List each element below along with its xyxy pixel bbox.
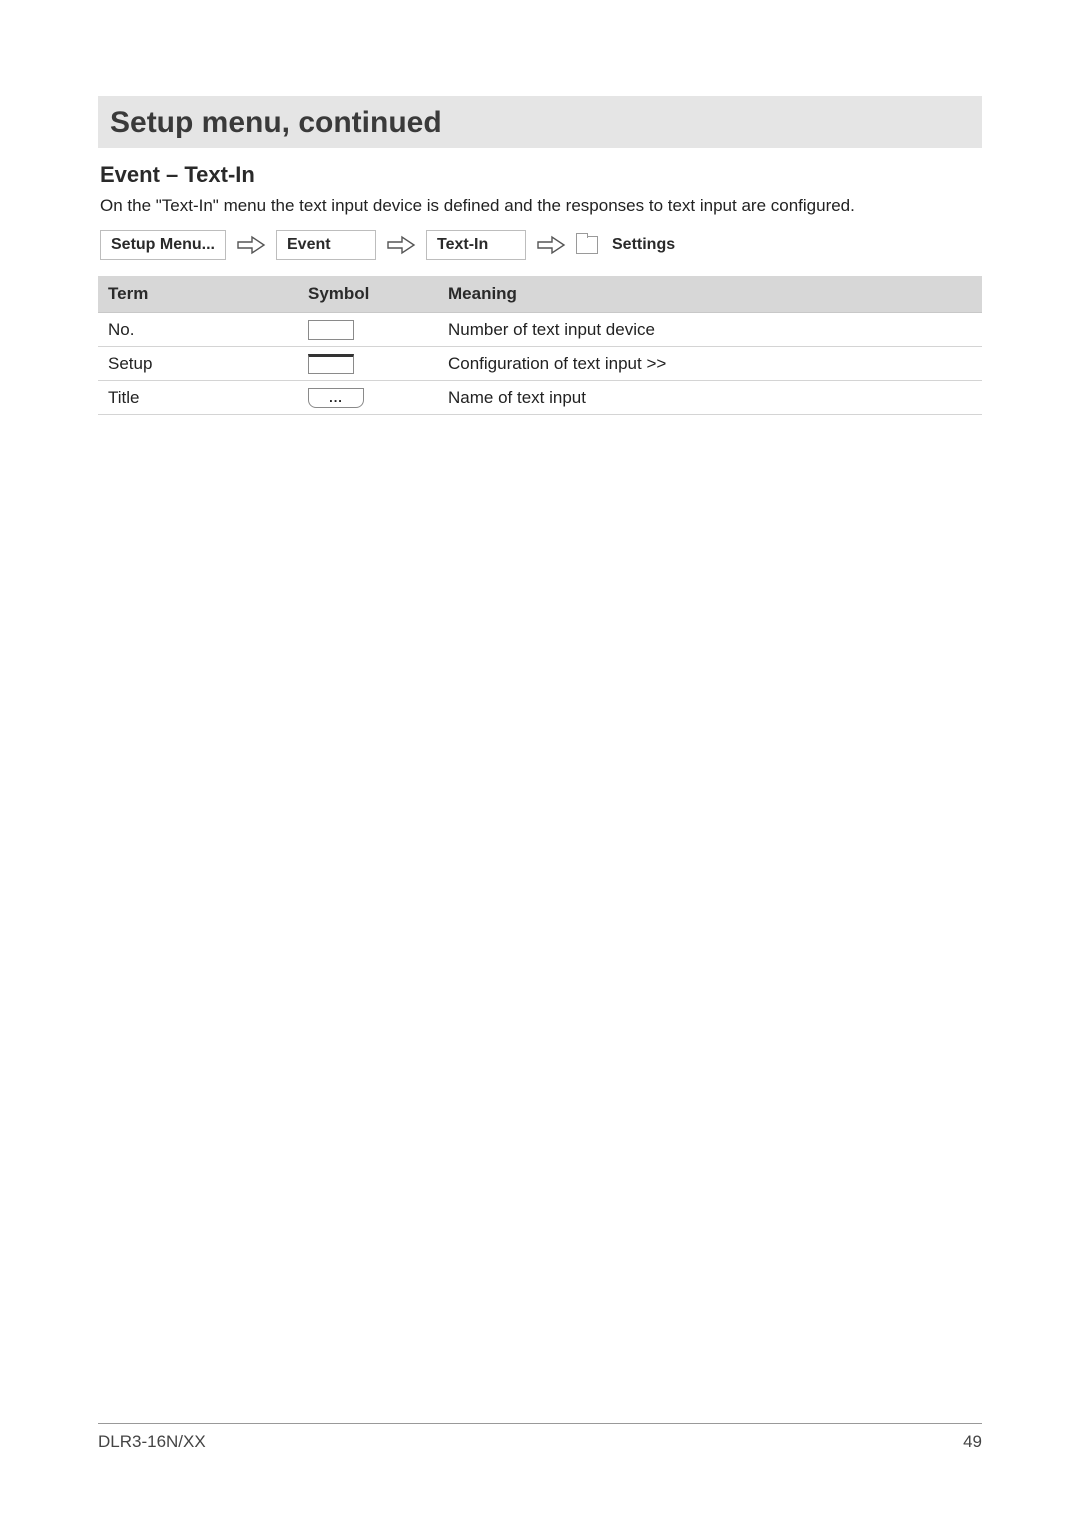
- cell-meaning: Number of text input device: [438, 313, 982, 347]
- table-row: Title... Name of text input: [98, 381, 982, 415]
- symbol-box-icon: [308, 320, 354, 340]
- cell-term: Setup: [98, 347, 298, 381]
- page-title-bar: Setup menu, continued: [98, 96, 982, 148]
- breadcrumb: Setup Menu... Event Text-In Settings: [98, 230, 982, 260]
- arrow-icon: [386, 234, 416, 256]
- page-title: Setup menu, continued: [110, 106, 970, 140]
- cell-term: No.: [98, 313, 298, 347]
- arrow-icon: [536, 234, 566, 256]
- section-heading: Event – Text-In: [98, 162, 982, 188]
- definitions-table: Term Symbol Meaning No. Number of text in…: [98, 276, 982, 415]
- breadcrumb-item-setup-menu: Setup Menu...: [100, 230, 226, 260]
- table-row: No. Number of text input device: [98, 313, 982, 347]
- table-row: Setup Configuration of text input >>: [98, 347, 982, 381]
- table-header-row: Term Symbol Meaning: [98, 276, 982, 313]
- cell-symbol: ...: [298, 381, 438, 415]
- breadcrumb-item-event: Event: [276, 230, 376, 260]
- column-header-term: Term: [98, 276, 298, 313]
- symbol-pill-icon: ...: [308, 388, 364, 408]
- content-area: Setup menu, continued Event – Text-In On…: [60, 60, 1020, 415]
- footer-page-number: 49: [963, 1432, 982, 1452]
- cell-symbol: [298, 347, 438, 381]
- arrow-icon: [236, 234, 266, 256]
- breadcrumb-final-label: Settings: [608, 236, 675, 254]
- cell-meaning: Name of text input: [438, 381, 982, 415]
- page-footer: DLR3-16N/XX 49: [98, 1423, 982, 1452]
- page: Setup menu, continued Event – Text-In On…: [60, 60, 1020, 1472]
- column-header-meaning: Meaning: [438, 276, 982, 313]
- symbol-box-top-icon: [308, 354, 354, 374]
- column-header-symbol: Symbol: [298, 276, 438, 313]
- breadcrumb-item-text-in: Text-In: [426, 230, 526, 260]
- tab-icon: [576, 236, 598, 254]
- footer-model: DLR3-16N/XX: [98, 1432, 206, 1452]
- cell-meaning: Configuration of text input >>: [438, 347, 982, 381]
- section-description: On the "Text-In" menu the text input dev…: [98, 196, 982, 216]
- cell-term: Title: [98, 381, 298, 415]
- cell-symbol: [298, 313, 438, 347]
